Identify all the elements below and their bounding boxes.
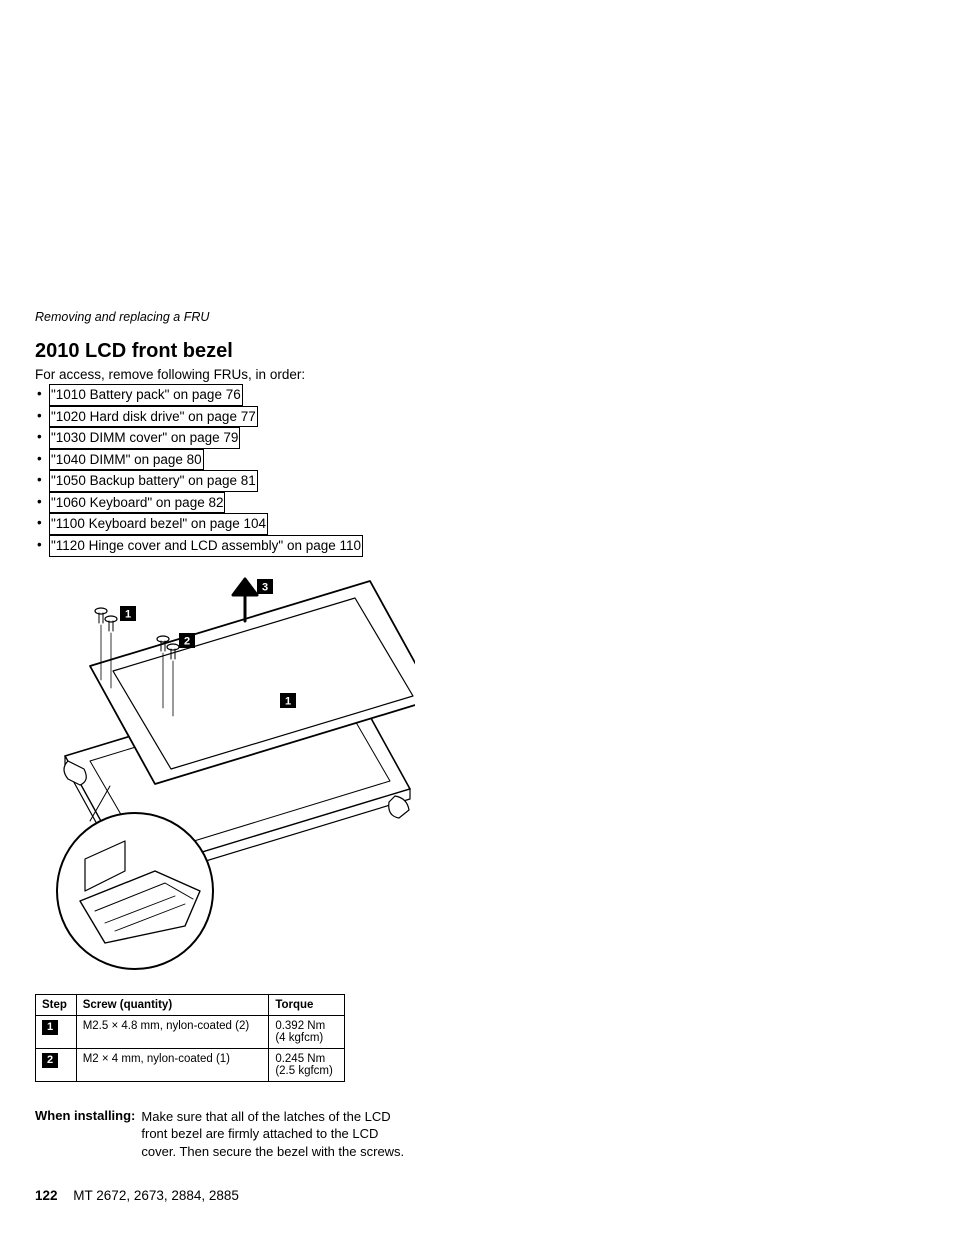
table-cell-step: 1 bbox=[36, 1015, 77, 1048]
prerequisite-link[interactable]: "1040 DIMM" on page 80 bbox=[49, 449, 204, 471]
install-note: When installing: Make sure that all of t… bbox=[35, 1108, 405, 1161]
page-number: 122 bbox=[35, 1188, 58, 1203]
svg-text:1: 1 bbox=[285, 695, 291, 707]
table-cell-torque: 0.392 Nm (4 kgfcm) bbox=[269, 1015, 345, 1048]
step-callout-label: 2 bbox=[42, 1053, 58, 1068]
footer-model-line: MT 2672, 2673, 2884, 2885 bbox=[73, 1188, 239, 1203]
prerequisite-link[interactable]: "1020 Hard disk drive" on page 77 bbox=[49, 406, 258, 428]
table-cell-step: 2 bbox=[36, 1048, 77, 1081]
table-cell-screw: M2.5 × 4.8 mm, nylon-coated (2) bbox=[76, 1015, 269, 1048]
intro-text: For access, remove following FRUs, in or… bbox=[35, 367, 454, 382]
diagram-callout-label: 1 bbox=[120, 606, 136, 621]
prerequisite-link[interactable]: "1030 DIMM cover" on page 79 bbox=[49, 427, 240, 449]
prerequisite-link[interactable]: "1100 Keyboard bezel" on page 104 bbox=[49, 513, 268, 535]
table-header-screw: Screw (quantity) bbox=[76, 994, 269, 1015]
prerequisite-link[interactable]: "1060 Keyboard" on page 82 bbox=[49, 492, 225, 514]
screw-torque-table: Step Screw (quantity) Torque 1 M2.5 × 4.8… bbox=[35, 994, 345, 1082]
prerequisite-link[interactable]: "1120 Hinge cover and LCD assembly" on p… bbox=[49, 535, 363, 557]
prerequisite-link-item: "1010 Battery pack" on page 76 bbox=[35, 384, 454, 406]
svg-text:3: 3 bbox=[262, 581, 268, 593]
prerequisite-link-item: "1050 Backup battery" on page 81 bbox=[35, 470, 454, 492]
prerequisite-link-item: "1120 Hinge cover and LCD assembly" on p… bbox=[35, 535, 454, 557]
running-header: Removing and replacing a FRU bbox=[35, 310, 454, 324]
prerequisite-link-item: "1040 DIMM" on page 80 bbox=[35, 449, 454, 471]
table-cell-torque: 0.245 Nm (2.5 kgfcm) bbox=[269, 1048, 345, 1081]
table-header-torque: Torque bbox=[269, 994, 345, 1015]
prerequisite-link[interactable]: "1010 Battery pack" on page 76 bbox=[49, 384, 243, 406]
svg-text:2: 2 bbox=[184, 635, 190, 647]
table-header-step: Step bbox=[36, 994, 77, 1015]
section-title: 2010 LCD front bezel bbox=[35, 340, 454, 363]
table-row: 2 M2 × 4 mm, nylon-coated (1)0.245 Nm (2.… bbox=[36, 1048, 345, 1081]
prerequisite-link-list: "1010 Battery pack" on page 76"1020 Hard… bbox=[35, 384, 454, 557]
prerequisite-link-item: "1060 Keyboard" on page 82 bbox=[35, 492, 454, 514]
prerequisite-link-item: "1100 Keyboard bezel" on page 104 bbox=[35, 513, 454, 535]
diagram-callout-label: 3 bbox=[257, 579, 273, 594]
prerequisite-link-item: "1020 Hard disk drive" on page 77 bbox=[35, 406, 454, 428]
page-footer: 122 MT 2672, 2673, 2884, 2885 bbox=[35, 1188, 239, 1203]
diagram-callout-label: 1 bbox=[280, 693, 296, 708]
install-note-body: Make sure that all of the latches of the… bbox=[141, 1108, 405, 1161]
exploded-diagram: 3 1 2 1 bbox=[35, 571, 454, 976]
lcd-bezel-diagram-svg: 3 1 2 1 bbox=[35, 571, 415, 971]
diagram-callout-label: 2 bbox=[179, 633, 195, 648]
prerequisite-link-item: "1030 DIMM cover" on page 79 bbox=[35, 427, 454, 449]
table-cell-screw: M2 × 4 mm, nylon-coated (1) bbox=[76, 1048, 269, 1081]
table-row: 1 M2.5 × 4.8 mm, nylon-coated (2)0.392 Nm… bbox=[36, 1015, 345, 1048]
svg-text:1: 1 bbox=[125, 608, 131, 620]
install-note-label: When installing: bbox=[35, 1108, 135, 1123]
prerequisite-link[interactable]: "1050 Backup battery" on page 81 bbox=[49, 470, 258, 492]
step-callout-label: 1 bbox=[42, 1020, 58, 1035]
